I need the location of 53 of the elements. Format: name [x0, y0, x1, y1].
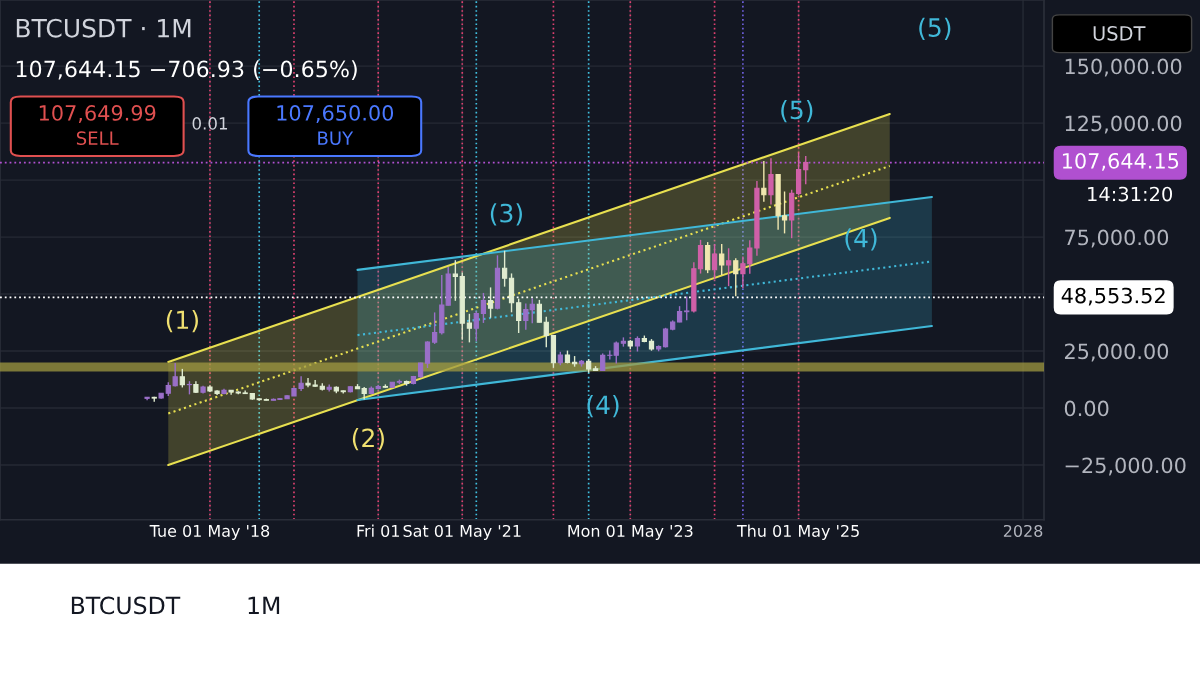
- candlestick: [424, 340, 431, 369]
- x-tick-label: Fri 01: [357, 524, 399, 537]
- text: USDT: [1093, 26, 1146, 41]
- candlestick: [473, 310, 479, 343]
- ref-line-label: 48,553.52: [1061, 287, 1165, 306]
- y-tick-label: 0.00: [1064, 400, 1109, 417]
- ref-line-label: 107,644.15: [1062, 152, 1179, 171]
- candlestick: [795, 152, 802, 196]
- text: BTCUSDT · 1M: [16, 18, 191, 38]
- candlestick: [684, 295, 690, 321]
- annotation: BUY: [318, 131, 354, 145]
- candlestick: [711, 243, 718, 280]
- candlestick: [803, 155, 809, 185]
- candlestick: [480, 292, 487, 324]
- x-tick-label: Thu 01 May '25: [736, 524, 859, 541]
- candlestick: [719, 243, 725, 276]
- y-tick-label: 150,000.00: [1065, 58, 1182, 77]
- candlestick: [501, 250, 508, 288]
- y-tick-label: 75,000.00: [1065, 229, 1169, 248]
- candlestick: [179, 368, 185, 389]
- candlestick: [761, 160, 767, 203]
- annotation: (4): [845, 228, 877, 251]
- candlestick: [536, 299, 543, 324]
- candlestick: [725, 247, 732, 287]
- y-tick-label: 25,000.00: [1064, 343, 1169, 362]
- annotation: 0.01: [192, 117, 228, 130]
- y-tick-label: 125,000.00: [1065, 115, 1182, 134]
- candlestick: [768, 157, 774, 206]
- candlestick: [733, 257, 739, 298]
- x-tick-label: 2028: [1003, 524, 1043, 537]
- x-tick-label: Mon 01 May '23: [568, 524, 693, 541]
- x-tick-label: Tue 01 May '18: [149, 524, 270, 541]
- annotation: (5): [919, 17, 951, 40]
- x-tick-label: Sat 01 May '21: [403, 524, 521, 541]
- candlestick: [452, 259, 458, 302]
- annotation: 107,650.00: [277, 105, 394, 123]
- text: 14:31:20: [1088, 186, 1173, 202]
- candlestick: [516, 297, 522, 334]
- annotation: 107,649.99: [39, 105, 156, 123]
- candlestick: [466, 313, 473, 344]
- candlestick: [543, 316, 549, 348]
- annotation: (5): [781, 99, 813, 123]
- annotation: (3): [490, 203, 522, 226]
- text: 1M: [248, 596, 280, 615]
- annotation: (1): [166, 309, 198, 333]
- annotation: (2): [352, 428, 384, 451]
- text: BTCUSDT: [71, 596, 181, 615]
- y-tick-label: −25,000.00: [1065, 457, 1186, 476]
- candlestick: [432, 311, 438, 345]
- annotation: SELL: [76, 131, 119, 145]
- candlestick: [487, 286, 494, 319]
- text: 107,644.15 −706.93 (−0.65%): [16, 60, 357, 80]
- annotation: (4): [587, 394, 619, 418]
